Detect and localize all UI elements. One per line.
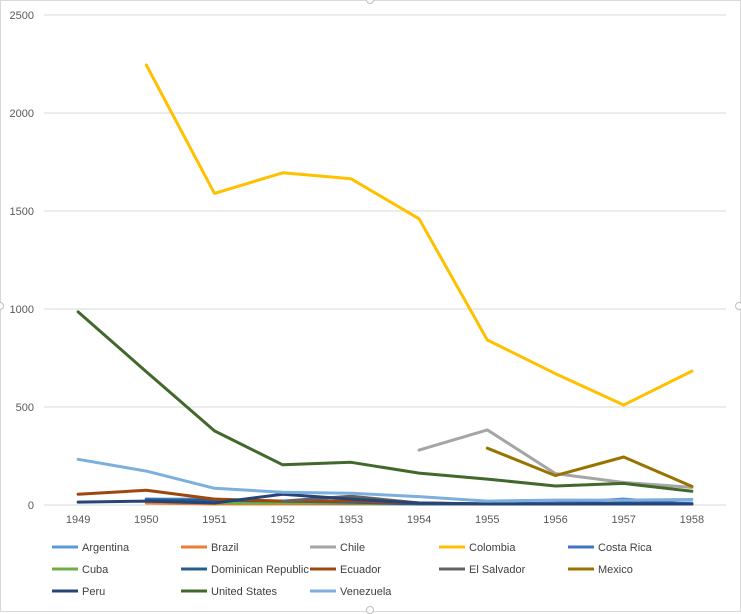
series-line-colombia[interactable] (144, 63, 694, 407)
y-tick-label: 2500 (10, 10, 34, 22)
x-tick-label: 1958 (680, 514, 704, 526)
y-tick-label: 2000 (10, 108, 34, 120)
legend-label: El Salvador (469, 564, 526, 576)
series-line-united-states[interactable] (76, 310, 694, 493)
legend-item-ecuador[interactable]: Ecuador (310, 564, 381, 576)
legend-item-el-salvador[interactable]: El Salvador (439, 564, 526, 576)
legend-label: Argentina (82, 542, 130, 554)
y-axis-tick-labels: 0 500 1000 1500 2000 2500 (10, 10, 34, 512)
legend-label: Peru (82, 586, 105, 598)
legend-label: Cuba (82, 564, 109, 576)
resize-handle-right[interactable] (735, 302, 741, 310)
x-tick-label: 1950 (134, 514, 158, 526)
y-tick-label: 1500 (10, 206, 34, 218)
legend-item-cuba[interactable]: Cuba (52, 564, 109, 576)
legend-item-united-states[interactable]: United States (181, 586, 278, 598)
series-line-mexico[interactable] (485, 446, 694, 488)
legend-item-colombia[interactable]: Colombia (439, 542, 516, 554)
legend-label: Venezuela (340, 586, 392, 598)
series-line-chile[interactable] (417, 428, 694, 489)
y-tick-label: 1000 (10, 304, 34, 316)
x-axis-tick-labels: 1949 1950 1951 1952 1953 1954 1955 1956 1957 1958 (66, 514, 704, 526)
legend-item-mexico[interactable]: Mexico (568, 564, 633, 576)
legend-item-chile[interactable]: Chile (310, 542, 365, 554)
legend-item-peru[interactable]: Peru (52, 586, 105, 598)
x-tick-label: 1949 (66, 514, 90, 526)
legend-item-argentina[interactable]: Argentina (52, 542, 130, 554)
legend-label: Chile (340, 542, 365, 554)
legend-label: Mexico (598, 564, 633, 576)
series-lines (76, 63, 694, 506)
legend-item-venezuela[interactable]: Venezuela (310, 586, 392, 598)
y-tick-label: 500 (16, 402, 34, 414)
legend-label: Brazil (211, 542, 239, 554)
y-tick-label: 0 (28, 500, 34, 512)
x-tick-label: 1952 (270, 514, 294, 526)
legend-label: Costa Rica (598, 542, 653, 554)
series-line-venezuela[interactable] (76, 457, 694, 503)
x-tick-label: 1955 (475, 514, 499, 526)
legend-item-brazil[interactable]: Brazil (181, 542, 239, 554)
x-tick-label: 1953 (339, 514, 363, 526)
legend-label: Colombia (469, 542, 516, 554)
x-tick-label: 1956 (543, 514, 567, 526)
legend-label: Dominican Republic (211, 564, 309, 576)
legend-label: United States (211, 586, 278, 598)
legend-item-dominican-republic[interactable]: Dominican Republic (181, 564, 309, 576)
gridlines (44, 14, 726, 506)
x-tick-label: 1957 (611, 514, 635, 526)
x-tick-label: 1954 (407, 514, 431, 526)
series-line-peru[interactable] (76, 492, 694, 506)
legend-item-costa-rica[interactable]: Costa Rica (568, 542, 653, 554)
legend: Argentina Brazil Chile Colombia Costa Rica Cu… (52, 542, 653, 598)
legend-label: Ecuador (340, 564, 381, 576)
x-tick-label: 1951 (202, 514, 226, 526)
